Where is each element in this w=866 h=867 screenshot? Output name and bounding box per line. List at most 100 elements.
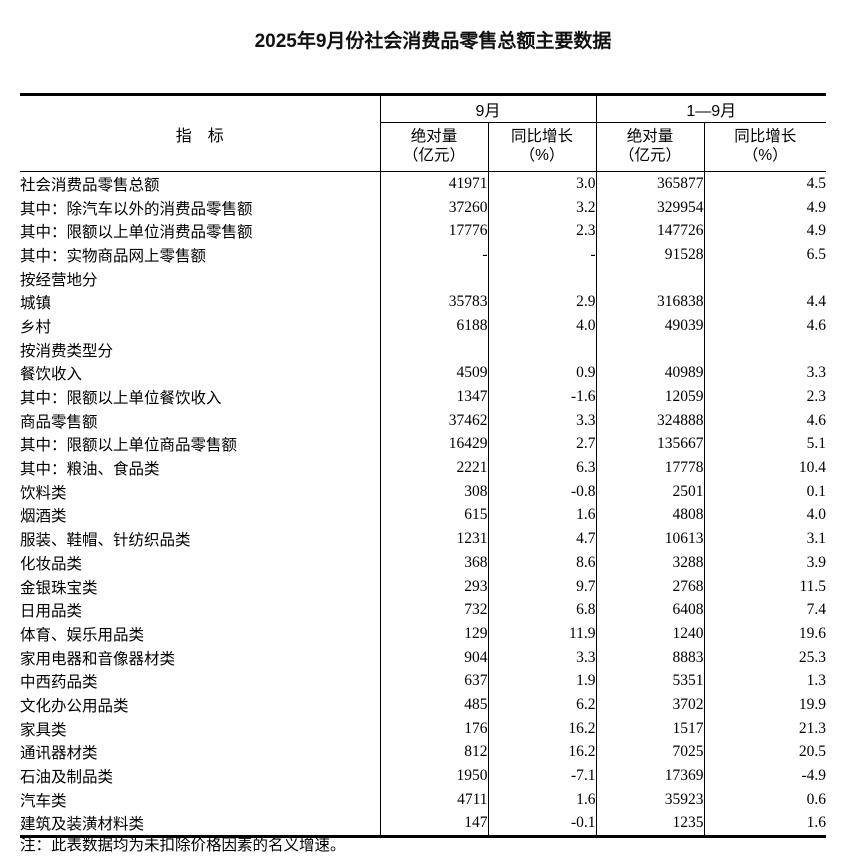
cell-cumulative-absolute: 316838 — [595, 290, 704, 315]
row-label: 城镇 — [20, 295, 52, 313]
cell-cumulative-absolute — [595, 337, 704, 362]
cell-month-yoy: 2.9 — [487, 290, 596, 315]
cell-month-absolute: 637 — [379, 669, 488, 694]
cell-cumulative-yoy: 1.6 — [703, 811, 826, 836]
header-separator-rule — [20, 171, 826, 172]
table-row: 其中：粮油、食品类 2221 6.3 17778 10.4 — [20, 456, 826, 480]
cell-cumulative-absolute: 1235 — [595, 811, 704, 836]
row-label: 家用电器和音像器材类 — [20, 650, 176, 668]
cell-month-absolute: - — [379, 243, 488, 267]
cell-month-yoy: 16.2 — [487, 716, 596, 741]
cell-cumulative-yoy — [703, 337, 826, 362]
cell-cumulative-yoy: 4.9 — [703, 195, 826, 220]
row-label: 其中：限额以上单位商品零售额 — [20, 437, 238, 455]
cell-cumulative-absolute: 91528 — [595, 243, 704, 267]
table-row: 乡村 6188 4.0 49039 4.6 — [20, 314, 826, 338]
cell-month-absolute: 41971 — [379, 171, 488, 196]
row-label: 家具类 — [20, 721, 67, 739]
cell-month-absolute: 904 — [379, 645, 488, 670]
header-month-absolute-line1: 绝对量 — [410, 128, 458, 146]
table-row: 家用电器和音像器材类 904 3.3 8883 25.3 — [20, 645, 826, 670]
header-sep-cell-4 — [596, 171, 704, 172]
cell-cumulative-yoy: 3.1 — [703, 527, 826, 551]
row-label: 餐饮收入 — [20, 366, 83, 384]
cell-cumulative-yoy: 0.6 — [703, 787, 826, 812]
cell-cumulative-absolute: 5351 — [595, 669, 704, 694]
cell-month-absolute — [379, 337, 488, 362]
cell-cumulative-yoy: 4.0 — [703, 503, 826, 528]
table-row: 金银珠宝类 293 9.7 2768 11.5 — [20, 574, 826, 599]
cell-cumulative-absolute: 7025 — [595, 740, 704, 765]
row-label: 化妆品类 — [20, 555, 83, 573]
table-row: 建筑及装潢材料类 147 -0.1 1235 1.6 — [20, 811, 826, 836]
cell-month-yoy: -7.1 — [487, 764, 596, 788]
row-label: 乡村 — [20, 318, 52, 336]
cell-month-yoy: -1.6 — [487, 385, 596, 409]
cell-month-yoy: 3.2 — [487, 195, 596, 220]
row-label: 饮料类 — [20, 484, 67, 502]
table-row: 体育、娱乐用品类 129 11.9 1240 19.6 — [20, 622, 826, 646]
cell-month-yoy: 3.3 — [487, 645, 596, 670]
row-label: 社会消费品零售总额 — [20, 176, 160, 194]
row-label: 建筑及装潢材料类 — [20, 816, 145, 834]
row-label: 通讯器材类 — [20, 745, 98, 763]
cell-month-absolute: 308 — [379, 479, 488, 504]
cell-cumulative-yoy: 2.3 — [703, 385, 826, 409]
table-row: 石油及制品类 1950 -7.1 17369 -4.9 — [20, 764, 826, 788]
cell-cumulative-yoy: 4.4 — [703, 290, 826, 315]
cell-month-yoy — [487, 337, 596, 362]
header-cumulative-absolute-line1: 绝对量 — [626, 128, 674, 146]
header-month-absolute-line2: （亿元） — [402, 147, 465, 164]
cell-cumulative-yoy: 0.1 — [703, 479, 826, 504]
table-row: 日用品类 732 6.8 6408 7.4 — [20, 598, 826, 623]
cell-cumulative-absolute — [595, 266, 704, 291]
row-label: 体育、娱乐用品类 — [20, 626, 145, 644]
table-row: 饮料类 308 -0.8 2501 0.1 — [20, 479, 826, 504]
cell-cumulative-yoy — [703, 266, 826, 291]
cell-month-absolute: 615 — [379, 503, 488, 528]
cell-cumulative-absolute: 49039 — [595, 314, 704, 338]
cell-cumulative-absolute: 17369 — [595, 764, 704, 788]
cell-cumulative-absolute: 10613 — [595, 527, 704, 551]
cell-month-yoy: 11.9 — [487, 622, 596, 646]
table-row: 其中：限额以上单位消费品零售额 17776 2.3 147726 4.9 — [20, 219, 826, 244]
cell-month-absolute: 732 — [379, 598, 488, 623]
header-month-absolute: 绝对量 （亿元） — [379, 122, 488, 171]
header-cumulative-absolute: 绝对量 （亿元） — [595, 122, 704, 171]
table-row: 餐饮收入 4509 0.9 40989 3.3 — [20, 361, 826, 386]
cell-month-absolute: 812 — [379, 740, 488, 765]
table-row: 按消费类型分 — [20, 337, 826, 362]
row-label: 按消费类型分 — [20, 342, 114, 360]
cell-cumulative-absolute: 17778 — [595, 456, 704, 480]
row-label: 其中：粮油、食品类 — [20, 461, 160, 479]
cell-cumulative-absolute: 2501 — [595, 479, 704, 504]
cell-cumulative-yoy: 6.5 — [703, 243, 826, 267]
header-group-cumulative: 1—9月 — [595, 96, 826, 123]
table-row: 通讯器材类 812 16.2 7025 20.5 — [20, 740, 826, 765]
cell-cumulative-yoy: 20.5 — [703, 740, 826, 765]
table-row: 其中：限额以上单位餐饮收入 1347 -1.6 12059 2.3 — [20, 385, 826, 409]
cell-month-absolute: 4711 — [379, 787, 488, 812]
header-month-yoy: 同比增长 （%） — [487, 122, 596, 171]
cell-month-yoy: 3.0 — [487, 171, 596, 196]
cell-cumulative-yoy: 4.6 — [703, 408, 826, 433]
cell-cumulative-absolute: 12059 — [595, 385, 704, 409]
row-label: 文化办公用品类 — [20, 697, 129, 715]
cell-month-absolute: 1231 — [379, 527, 488, 551]
cell-month-absolute: 4509 — [379, 361, 488, 386]
header-indicator: 指 标 — [175, 127, 224, 145]
cell-month-yoy: 4.0 — [487, 314, 596, 338]
table-row: 其中：限额以上单位商品零售额 16429 2.7 135667 5.1 — [20, 432, 826, 457]
cell-month-absolute: 6188 — [379, 314, 488, 338]
table-head: 指 标 9月 1—9月 绝对量 （亿元） 同比增长 （%） 绝对量 （ — [20, 96, 826, 172]
table-note: 注：此表数据均为未扣除价格因素的名义增速。 — [20, 837, 346, 854]
header-cumulative-absolute-line2: （亿元） — [618, 147, 681, 164]
cell-month-absolute: 35783 — [379, 290, 488, 315]
table-body: 社会消费品零售总额 41971 3.0 365877 4.5 其中：除汽车以外的消费品零售… — [20, 171, 826, 836]
header-row-period: 指 标 9月 1—9月 — [20, 96, 826, 145]
header-sep-cell-1 — [20, 171, 380, 172]
cell-cumulative-yoy: 10.4 — [703, 456, 826, 480]
cell-month-yoy: 4.7 — [487, 527, 596, 551]
header-group-month: 9月 — [379, 96, 596, 123]
